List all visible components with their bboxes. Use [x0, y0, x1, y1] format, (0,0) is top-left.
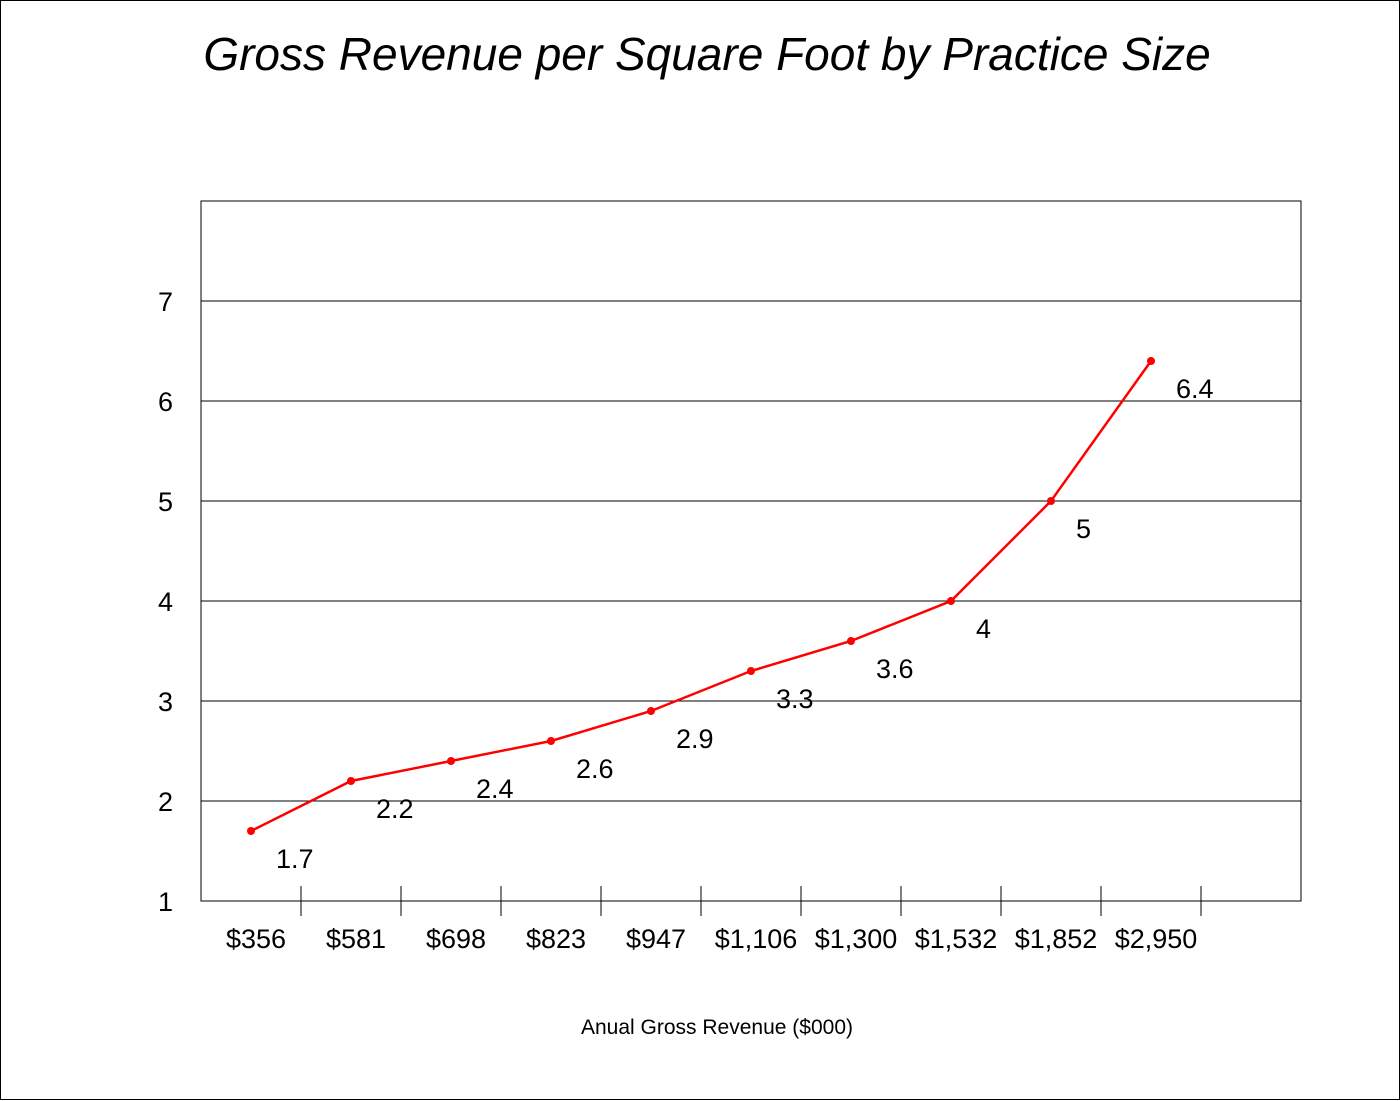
- x-tick-label: $947: [626, 924, 686, 954]
- data-point: [547, 737, 555, 745]
- data-point: [647, 707, 655, 715]
- series-line: [250, 360, 1153, 833]
- x-tick-label: $1,106: [715, 924, 798, 954]
- data-label: 6.4: [1176, 374, 1214, 404]
- data-point: [747, 667, 755, 675]
- data-label: 2.9: [676, 724, 714, 754]
- data-label: 2.2: [376, 794, 414, 824]
- gridlines: [201, 300, 1301, 802]
- data-label: 2.4: [476, 774, 514, 804]
- x-axis-ticks: $356 $581 $698 $823 $947 $1,106 $1,300 $1,532 $1…: [226, 886, 1202, 954]
- data-point: [847, 637, 855, 645]
- x-tick-label: $2,950: [1115, 924, 1198, 954]
- y-tick-label: 1: [158, 887, 173, 917]
- y-tick-label: 5: [158, 487, 173, 517]
- data-label: 5: [1076, 514, 1091, 544]
- y-tick-label: 7: [158, 287, 173, 317]
- x-tick-label: $581: [326, 924, 386, 954]
- x-axis-title: Anual Gross Revenue ($000): [581, 1016, 853, 1039]
- y-tick-label: 6: [158, 387, 173, 417]
- series-red: [247, 357, 1155, 835]
- data-point: [1147, 357, 1155, 365]
- x-tick-label: $1,532: [915, 924, 998, 954]
- data-point: [447, 757, 455, 765]
- data-point: [1047, 497, 1055, 505]
- data-label: 3.6: [876, 654, 914, 684]
- chart-title: Gross Revenue per Square Foot by Practic…: [203, 28, 1210, 80]
- data-point: [947, 597, 955, 605]
- y-tick-label: 2: [158, 787, 173, 817]
- data-label: 4: [976, 614, 991, 644]
- x-tick-label: $1,852: [1015, 924, 1098, 954]
- y-tick-label: 3: [158, 687, 173, 717]
- plot-area: [200, 200, 1302, 902]
- data-label: 2.6: [576, 754, 614, 784]
- data-labels: 1.7 2.2 2.4 2.6 2.9 3.3 3.6 4 5 6.4: [276, 374, 1214, 874]
- x-tick-label: $698: [426, 924, 486, 954]
- x-tick-label: $823: [526, 924, 586, 954]
- data-label: 1.7: [276, 844, 314, 874]
- x-tick-label: $356: [226, 924, 286, 954]
- data-label: 3.3: [776, 684, 814, 714]
- data-point: [247, 827, 255, 835]
- data-point: [347, 777, 355, 785]
- x-tick-label: $1,300: [815, 924, 898, 954]
- y-tick-label: 4: [158, 587, 173, 617]
- y-axis-tick-labels: 1 2 3 4 5 6 7: [158, 287, 173, 917]
